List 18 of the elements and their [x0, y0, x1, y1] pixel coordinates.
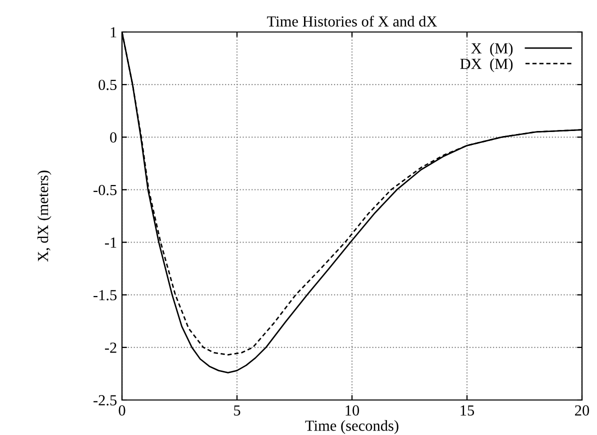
legend-label: X (M): [471, 42, 513, 57]
y-tick-label: 0: [110, 132, 117, 143]
y-tick-label: 1: [110, 27, 116, 38]
x-tick-label: 15: [460, 405, 474, 416]
y-tick-label: -0.5: [94, 184, 117, 196]
x-tick-label: 0: [118, 405, 126, 416]
x-axis-title: Time (seconds): [305, 420, 398, 434]
y-tick-label: -1: [104, 238, 116, 248]
chart-title: Time Histories of X and dX: [267, 16, 437, 27]
legend-label: DX (M): [460, 58, 513, 72]
y-tick-label: -2.5: [94, 395, 117, 406]
x-tick-label: 10: [346, 405, 360, 416]
x-tick-label: 20: [575, 405, 590, 416]
x-tick-label: 5: [234, 405, 240, 416]
y-tick-label: -2: [104, 342, 116, 353]
y-axis-title: X, dX (meters): [37, 170, 52, 262]
y-tick-label: -1.5: [94, 290, 117, 300]
y-tick-label: 0.5: [98, 80, 117, 90]
